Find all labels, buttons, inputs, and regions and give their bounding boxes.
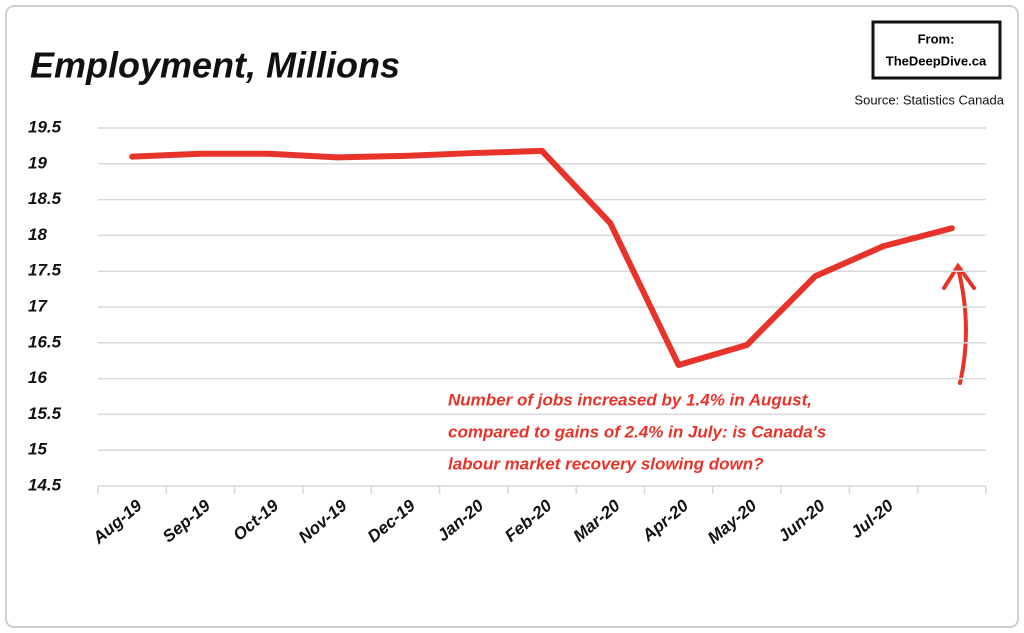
- credit-label: From:: [918, 31, 955, 46]
- y-tick-label: 19: [28, 153, 47, 172]
- annotation: Number of jobs increased by 1.4% in Augu…: [448, 390, 812, 409]
- credit-box: [871, 20, 1002, 80]
- y-tick-label: 18: [28, 225, 47, 244]
- data-line: [129, 147, 955, 368]
- y-tick-label: 16: [28, 368, 47, 387]
- chart-title: Employment, Millions: [30, 45, 400, 86]
- y-tick-label: 16.5: [28, 332, 62, 351]
- annotation-arrow: [942, 262, 976, 385]
- y-tick-label: 19.5: [28, 117, 62, 136]
- frame: [5, 5, 1019, 628]
- source: Source: Statistics Canada: [854, 92, 1004, 107]
- y-tick-label: 15.5: [28, 404, 62, 423]
- y-tick-label: 15: [28, 440, 47, 459]
- y-tick-label: 17: [28, 296, 48, 315]
- credit-site: TheDeepDive.ca: [886, 53, 987, 68]
- y-tick-label: 18.5: [28, 189, 62, 208]
- y-tick-label: 17.5: [28, 261, 62, 280]
- annotation: compared to gains of 2.4% in July: is Ca…: [448, 422, 826, 441]
- annotation: labour market recovery slowing down?: [448, 454, 764, 473]
- y-tick-label: 14.5: [28, 475, 62, 494]
